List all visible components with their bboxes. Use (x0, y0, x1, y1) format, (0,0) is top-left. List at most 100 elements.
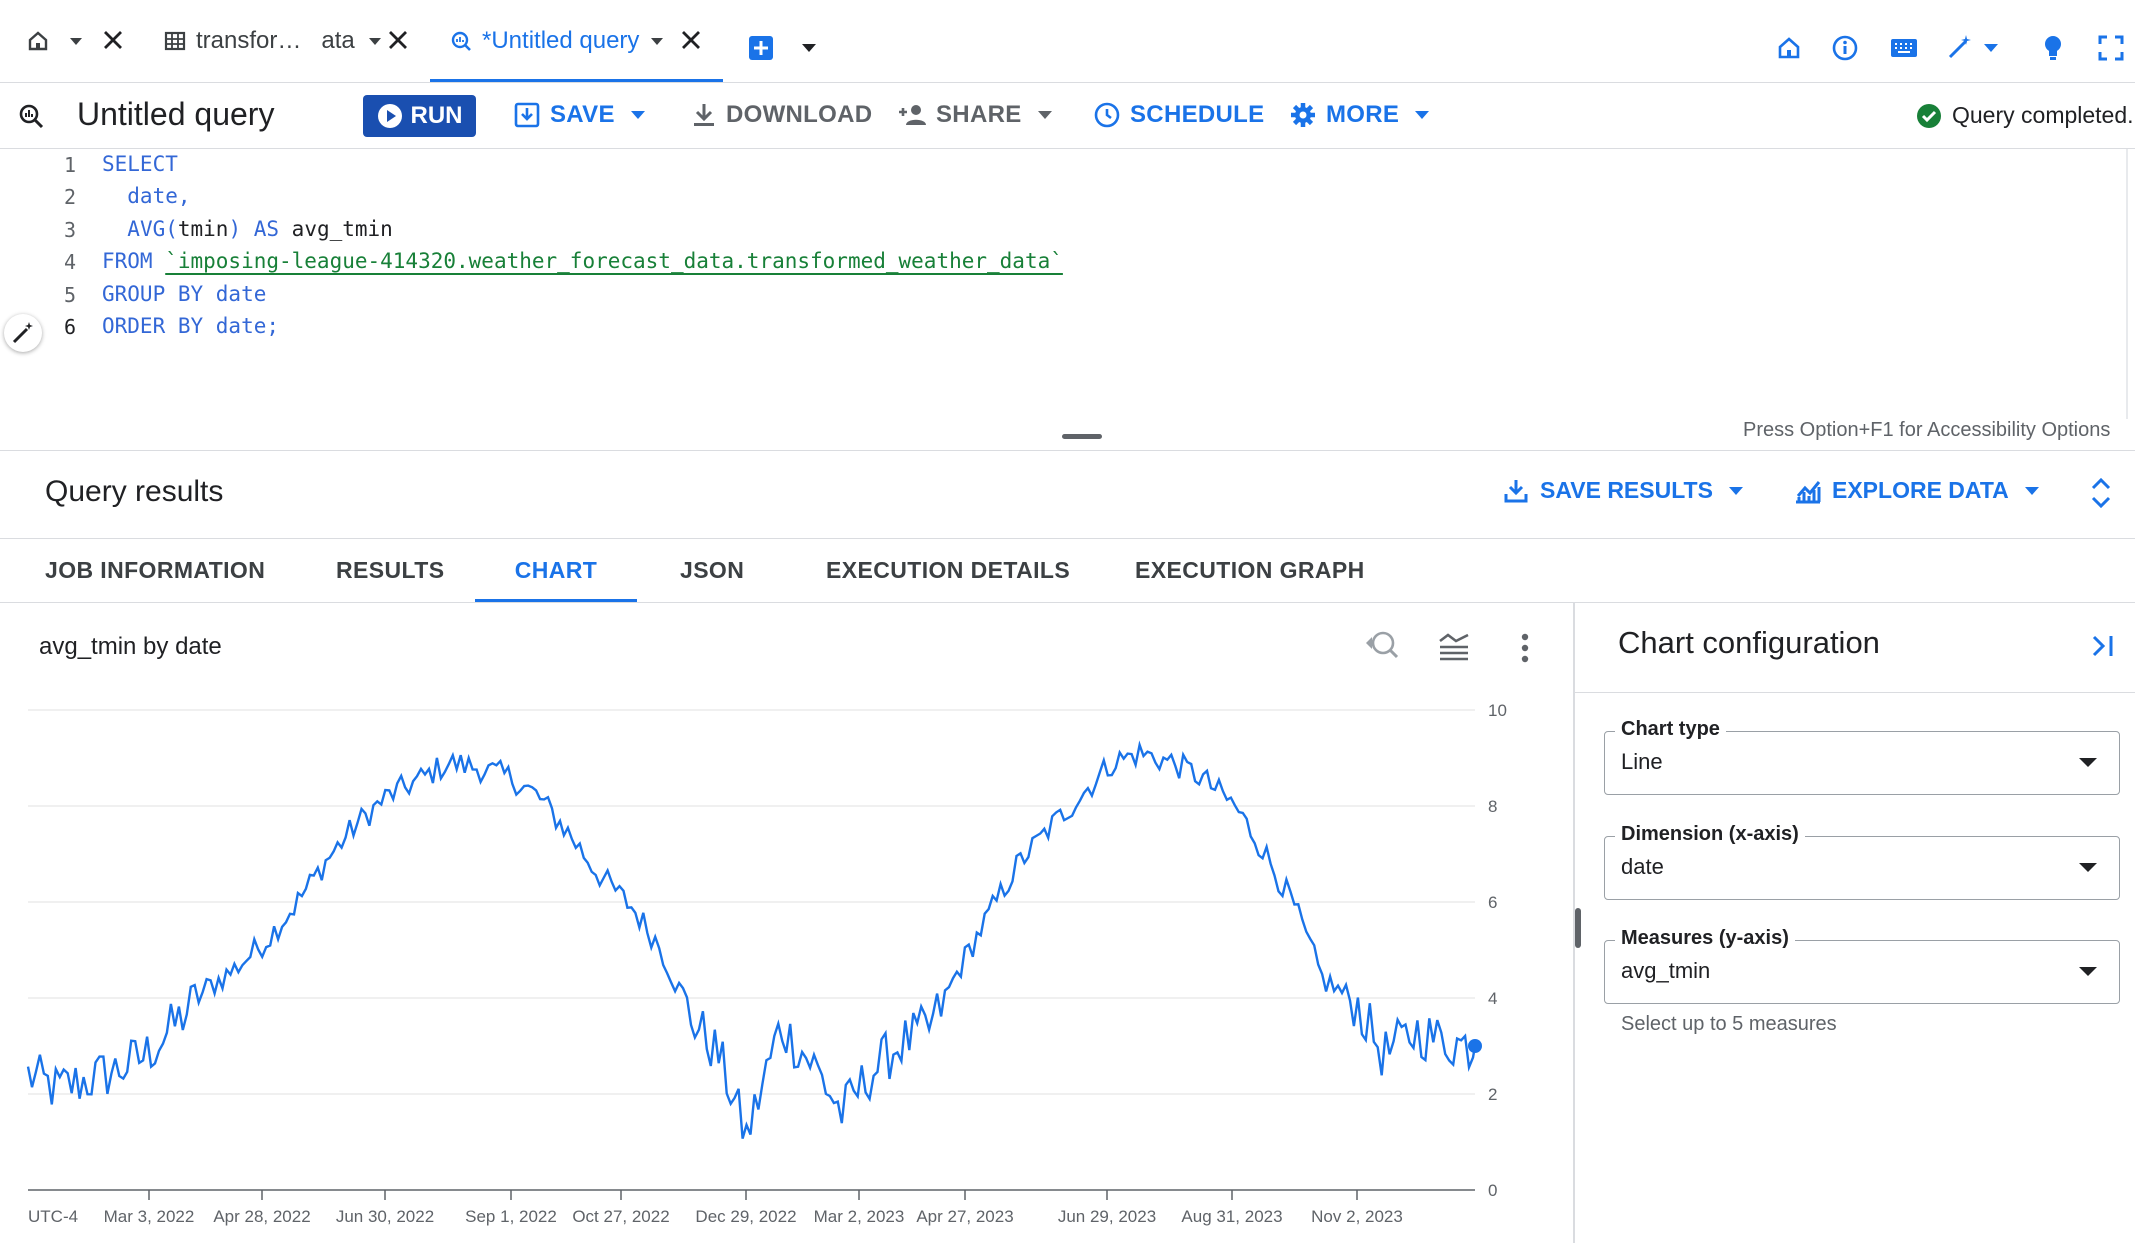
line-number: 2 (63, 185, 76, 209)
share-button[interactable]: SHARE (898, 82, 1052, 148)
tab-chart[interactable]: CHART (475, 538, 637, 602)
tab-execution-details[interactable]: EXECUTION DETAILS (826, 556, 1071, 583)
code-line-2: date, (102, 184, 191, 208)
fullscreen-icon[interactable] (2098, 35, 2124, 66)
more-vert-icon[interactable] (1520, 633, 1530, 668)
line-chart[interactable]: 0 2 4 6 8 10 UTC-4 Mar 3, 2022 Apr 28, 2022 Jun … (0, 603, 1573, 1243)
close-icon[interactable] (387, 29, 409, 56)
y-tick-label: 8 (1488, 797, 1497, 816)
save-label: SAVE (550, 101, 615, 128)
caret-down-icon (2079, 967, 2097, 976)
panel-resize-handle[interactable] (1575, 908, 1581, 948)
more-label: MORE (1326, 101, 1400, 128)
y-tick-label: 6 (1488, 893, 1497, 912)
measures-select[interactable]: Measures (y-axis) avg_tmin (1604, 927, 2120, 1004)
keyboard-icon[interactable] (1890, 37, 1918, 64)
editor-scrollbar[interactable] (2126, 149, 2128, 419)
y-tick-label: 0 (1488, 1181, 1497, 1200)
accessibility-hint: Press Option+F1 for Accessibility Option… (1743, 419, 2111, 441)
query-icon (451, 31, 471, 51)
info-icon[interactable] (1832, 35, 1858, 66)
status-text: Query completed. (1952, 102, 2134, 128)
download-icon (694, 104, 714, 126)
field-value: date (1621, 854, 1664, 879)
timezone-label: UTC-4 (28, 1207, 78, 1226)
x-tick-label: Oct 27, 2022 (572, 1207, 669, 1226)
active-tab-indicator (475, 599, 637, 602)
x-tick-label: Sep 1, 2022 (465, 1207, 557, 1226)
chevron-down-icon[interactable] (651, 37, 664, 45)
sql-keyword: FROM (102, 249, 166, 273)
tab-untitled-query[interactable]: *Untitled query (430, 0, 723, 82)
add-person-icon (899, 105, 926, 125)
results-title: Query results (45, 475, 224, 508)
code-line-3: AVG(tmin) AS avg_tmin (127, 217, 393, 241)
measures-hint: Select up to 5 measures (1621, 1013, 1837, 1035)
run-button[interactable]: RUN (363, 95, 476, 137)
page-title: Untitled query (77, 96, 275, 132)
more-button[interactable]: MORE (1290, 82, 1430, 148)
gemini-assist-button[interactable] (4, 314, 42, 352)
tab-execution-graph[interactable]: EXECUTION GRAPH (1135, 556, 1365, 583)
table-icon (164, 31, 186, 51)
home-tab[interactable] (26, 0, 82, 82)
chevron-down-icon[interactable] (368, 37, 381, 45)
collapse-panel-icon[interactable] (2090, 633, 2116, 664)
close-icon[interactable] (102, 29, 124, 56)
download-button[interactable]: DOWNLOAD (692, 82, 872, 148)
zoom-reset-icon[interactable] (1364, 629, 1400, 668)
tab-chart-label: CHART (514, 556, 598, 583)
field-label: Measures (y-axis) (1615, 927, 1795, 950)
resize-handle[interactable] (1062, 434, 1102, 439)
gear-icon (1291, 103, 1315, 127)
explore-data-label: EXPLORE DATA (1832, 477, 2009, 503)
line-number: 5 (63, 283, 76, 307)
chart-icon (1796, 480, 1821, 503)
y-tick-label: 10 (1488, 701, 1507, 720)
home-icon[interactable] (1776, 35, 1802, 66)
chevron-down-icon (630, 111, 645, 119)
close-icon[interactable] (680, 29, 702, 56)
save-results-label: SAVE RESULTS (1540, 477, 1713, 503)
tab-json[interactable]: JSON (680, 556, 745, 583)
expand-collapse-icon[interactable] (2090, 477, 2112, 514)
sql-keyword: SELECT (102, 152, 178, 176)
save-button[interactable]: SAVE (514, 82, 645, 148)
chevron-down-icon[interactable] (802, 44, 816, 52)
code-line-1: SELECT (102, 152, 178, 176)
chevron-down-icon (1415, 111, 1430, 119)
query-icon (18, 103, 44, 134)
table-reference[interactable]: `imposing-league-414320.weather_forecast… (165, 249, 1063, 273)
tab-results[interactable]: RESULTS (336, 556, 445, 583)
lightbulb-icon[interactable] (2042, 34, 2064, 67)
series-end-point[interactable] (1468, 1039, 1482, 1053)
caret-down-icon (2079, 863, 2097, 872)
chevron-down-icon (2024, 486, 2039, 495)
chevron-down-icon[interactable] (70, 37, 82, 45)
sql-editor[interactable]: 1 2 3 4 5 6 SELECT date, AVG(tmin) AS av… (0, 149, 2135, 449)
legend-toggle-icon[interactable] (1438, 631, 1470, 666)
chart-type-select[interactable]: Chart type Line (1604, 718, 2120, 795)
line-number: 1 (63, 153, 76, 177)
tab-transformed-data[interactable]: transfor… ata (164, 0, 381, 82)
dimension-select[interactable]: Dimension (x-axis) date (1604, 823, 2120, 900)
x-tick-label: Apr 27, 2023 (916, 1207, 1013, 1226)
field-label: Chart type (1615, 718, 1726, 741)
schedule-button[interactable]: SCHEDULE (1094, 82, 1264, 148)
chevron-down-icon (1037, 111, 1052, 119)
chevron-down-icon[interactable] (1984, 44, 1998, 52)
results-header: Query results SAVE RESULTS EXPLORE DATA (0, 450, 2135, 539)
chart-title: avg_tmin by date (39, 633, 222, 660)
field-label: Dimension (x-axis) (1615, 823, 1805, 846)
clock-icon (1094, 102, 1120, 128)
new-tab-button[interactable] (748, 35, 774, 66)
caret-down-icon (2079, 758, 2097, 767)
save-results-button[interactable]: SAVE RESULTS (1504, 477, 1743, 504)
tab-job-information[interactable]: JOB INFORMATION (45, 556, 266, 583)
x-tick-label: Apr 28, 2022 (213, 1207, 310, 1226)
series-line (26, 740, 1477, 1139)
plus-box-icon (749, 36, 773, 60)
explore-data-button[interactable]: EXPLORE DATA (1794, 477, 2039, 504)
pen-sparkle-icon (12, 322, 33, 344)
magic-wand-icon[interactable] (1946, 33, 1974, 66)
